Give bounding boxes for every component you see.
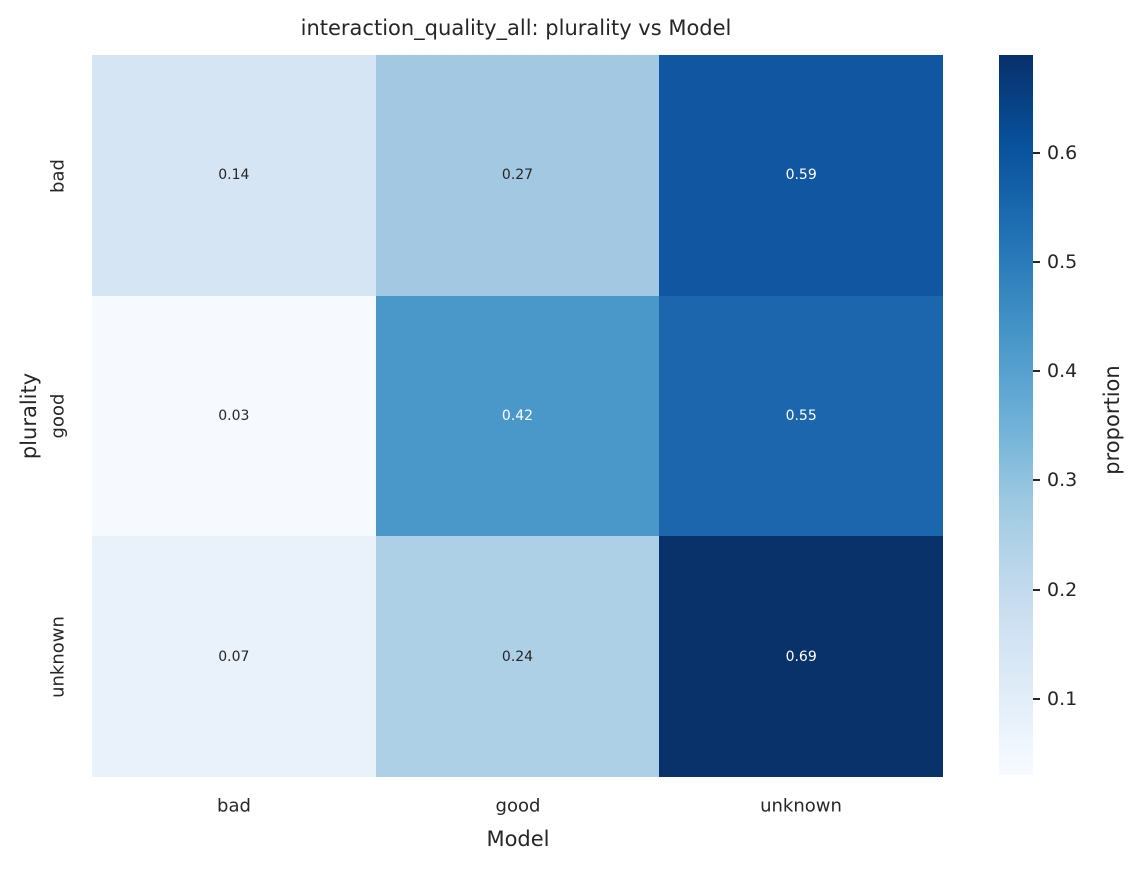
colorbar-tick-label: 0.5 <box>1047 251 1078 274</box>
heatmap-grid: 0.14 0.27 0.59 0.03 0.42 0.55 0.07 0.24 0.69 <box>92 55 943 777</box>
cell-annotation: 0.55 <box>785 407 817 424</box>
cell-annotation: 0.24 <box>501 648 534 665</box>
y-tick-label-bad: bad <box>47 159 69 193</box>
cell-annotation: 0.03 <box>218 407 250 424</box>
cell-annotation: 0.27 <box>501 167 534 184</box>
colorbar-label: proportion <box>1100 365 1124 475</box>
y-axis-label: plurality <box>17 372 41 460</box>
heatmap-cell-unknown-bad: 0.07 <box>92 536 376 777</box>
colorbar-tick-mark <box>1033 370 1040 373</box>
heatmap-cell-unknown-unknown: 0.69 <box>659 536 943 777</box>
y-tick-label-good: good <box>47 393 69 439</box>
heatmap-cell-bad-bad: 0.14 <box>92 55 376 296</box>
heatmap-cell-bad-good: 0.27 <box>375 55 660 296</box>
colorbar-tick-label: 0.3 <box>1047 469 1078 492</box>
chart-title: interaction_quality_all: plurality vs Mo… <box>300 16 732 40</box>
cell-annotation: 0.07 <box>218 648 250 665</box>
colorbar-tick-label: 0.1 <box>1047 687 1078 710</box>
heatmap-cell-unknown-good: 0.24 <box>375 536 660 777</box>
x-axis-label: Model <box>486 827 550 851</box>
colorbar-tick-mark <box>1033 479 1040 482</box>
cell-annotation: 0.14 <box>218 167 250 184</box>
colorbar-tick-mark <box>1033 588 1040 591</box>
cell-annotation: 0.69 <box>785 648 817 665</box>
colorbar-ticks: 0.1 0.2 0.3 0.4 0.5 0.6 <box>1033 55 1133 775</box>
heatmap-cell-bad-unknown: 0.59 <box>659 55 943 296</box>
colorbar-tick-mark <box>1033 261 1040 264</box>
colorbar-tick-label: 0.6 <box>1047 142 1078 165</box>
cell-annotation: 0.59 <box>785 167 817 184</box>
x-tick-label-good: good <box>495 795 541 817</box>
cell-annotation: 0.42 <box>501 407 534 424</box>
colorbar-tick-label: 0.4 <box>1047 360 1078 383</box>
colorbar-tick-mark <box>1033 152 1040 155</box>
heatmap-cell-good-bad: 0.03 <box>92 295 376 537</box>
x-tick-label-bad: bad <box>217 795 251 817</box>
colorbar-tick-label: 0.2 <box>1047 578 1078 601</box>
x-tick-label-unknown: unknown <box>760 795 842 817</box>
y-tick-label-unknown: unknown <box>47 616 69 698</box>
colorbar-tick-mark <box>1033 697 1040 700</box>
heatmap-cell-good-unknown: 0.55 <box>659 295 943 537</box>
colorbar-gradient <box>999 55 1033 775</box>
heatmap-cell-good-good: 0.42 <box>375 295 660 537</box>
